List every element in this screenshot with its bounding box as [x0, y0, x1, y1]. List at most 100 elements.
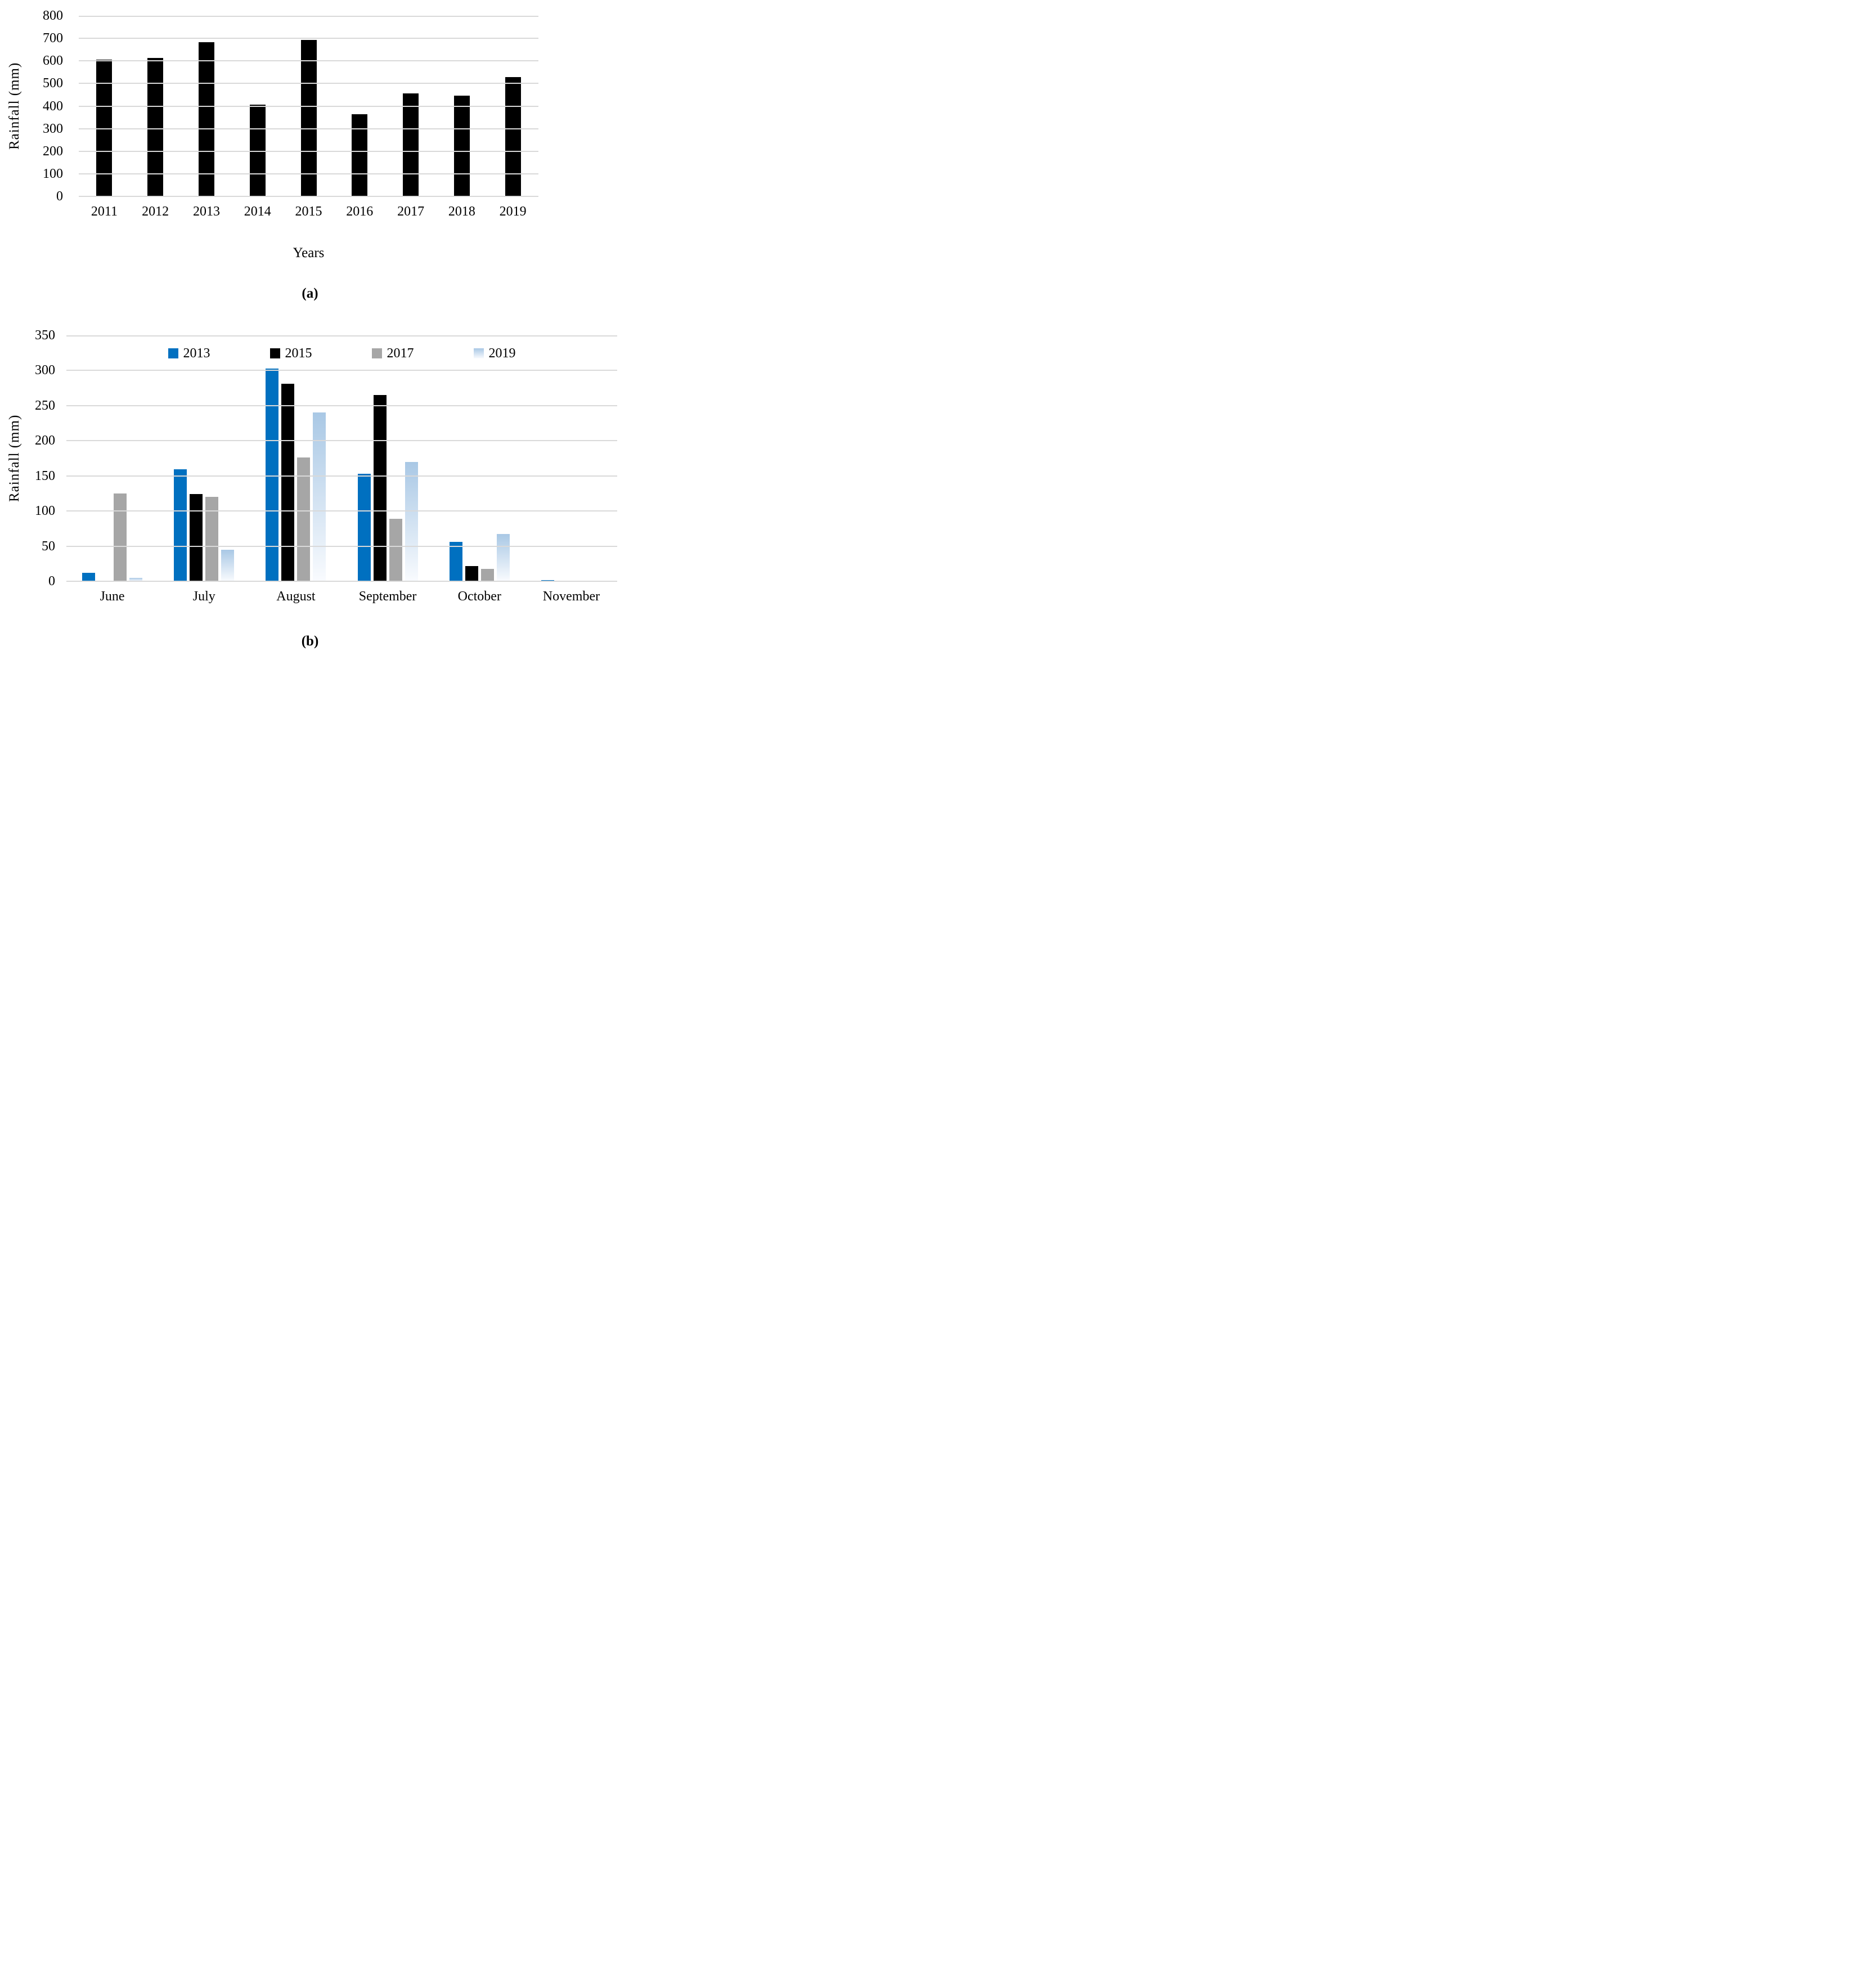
bar-annual-2015: [300, 40, 317, 196]
gridline-0: [66, 581, 617, 582]
bar-annual-2012: [147, 58, 164, 196]
gridline-200: [79, 151, 538, 152]
x-tick-label-2011: 2011: [91, 204, 118, 219]
year-slot-2016: 2016: [334, 16, 385, 218]
month-group-july: July: [158, 335, 250, 603]
bar-october-2013: [449, 542, 462, 581]
bar-july-2013: [174, 469, 187, 581]
y-tick-label-0: 0: [48, 574, 55, 589]
x-tick-label-november: November: [542, 589, 600, 604]
legend-swatch-2015: [269, 348, 280, 358]
year-slot-2018: 2018: [436, 16, 487, 218]
x-tick-label-september: September: [358, 589, 417, 604]
plot-area-b: June July August September October November 2…: [66, 335, 617, 603]
month-group-june: June: [66, 335, 158, 603]
bar-annual-2016: [352, 114, 368, 196]
legend-label-2013: 2013: [183, 346, 210, 361]
gridline-400: [79, 106, 538, 107]
y-tick-label-600: 600: [43, 53, 63, 69]
y-tick-label-500: 500: [43, 76, 63, 91]
bar-july-2017: [205, 497, 219, 581]
y-tick-label-300: 300: [43, 121, 63, 136]
y-tick-label-100: 100: [35, 504, 55, 519]
legend-item-2017: 2017: [371, 347, 414, 360]
bar-june-2017: [114, 493, 127, 581]
bar-june-2013: [82, 573, 96, 581]
year-slot-2017: 2017: [385, 16, 437, 218]
bar-annual-2018: [453, 96, 470, 196]
bar-annual-2017: [403, 93, 419, 196]
y-tick-label-400: 400: [43, 98, 63, 114]
bars-container-b: June July August September October November: [66, 335, 617, 603]
year-slot-2015: 2015: [283, 16, 334, 218]
gridline-100: [66, 510, 617, 511]
month-group-october: October: [434, 335, 525, 603]
bar-august-2013: [266, 369, 279, 581]
legend: 2013 2015 2017 2019: [66, 347, 617, 360]
y-tick-label-100: 100: [43, 166, 63, 181]
x-tick-label-2019: 2019: [499, 204, 527, 219]
legend-item-2013: 2013: [168, 347, 210, 360]
bar-annual-2013: [198, 42, 214, 196]
gridline-300: [79, 128, 538, 129]
bar-july-2015: [190, 494, 203, 581]
x-tick-label-2018: 2018: [448, 204, 475, 219]
gridline-250: [66, 405, 617, 406]
y-tick-label-800: 800: [43, 8, 63, 23]
y-tick-label-150: 150: [35, 468, 55, 483]
x-tick-label-october: October: [457, 589, 501, 604]
bar-september-2017: [389, 519, 402, 581]
x-tick-label-august: August: [276, 589, 316, 604]
year-slot-2013: 2013: [181, 16, 232, 218]
x-tick-label-2014: 2014: [244, 204, 271, 219]
x-axis-title-a: Years: [293, 245, 325, 261]
y-tick-label-350: 350: [35, 328, 55, 343]
bar-september-2015: [373, 395, 387, 581]
bar-annual-2014: [249, 105, 266, 196]
y-tick-label-200: 200: [43, 143, 63, 159]
legend-swatch-2017: [371, 348, 382, 358]
bar-august-2017: [297, 457, 311, 581]
y-tick-label-50: 50: [42, 538, 55, 554]
legend-item-2015: 2015: [269, 346, 312, 361]
y-tick-label-250: 250: [35, 398, 55, 413]
legend-swatch-2013: [168, 348, 178, 358]
gridline-800: [79, 16, 538, 17]
y-tick-label-0: 0: [56, 189, 63, 204]
gridline-50: [66, 546, 617, 547]
y-tick-label-700: 700: [43, 31, 63, 46]
x-tick-label-2012: 2012: [142, 204, 169, 219]
legend-label-2019: 2019: [488, 346, 516, 361]
gridline-300: [66, 370, 617, 371]
x-tick-label-2013: 2013: [192, 204, 220, 219]
month-group-september: September: [342, 335, 434, 603]
bar-august-2019: [313, 412, 326, 581]
month-group-august: August: [250, 335, 342, 603]
year-slot-2014: 2014: [232, 16, 283, 218]
plot-area-a: 2011 2012 2013 2014 2015 2016 2017 2018 2019: [79, 16, 538, 218]
bar-september-2019: [405, 462, 418, 581]
month-group-november: November: [525, 335, 617, 603]
bar-october-2015: [465, 566, 478, 581]
gridline-700: [79, 38, 538, 39]
bar-october-2017: [480, 569, 494, 581]
x-tick-label-2017: 2017: [397, 204, 425, 219]
gridline-600: [79, 60, 538, 61]
caption-b: (b): [301, 634, 319, 649]
y-tick-label-200: 200: [35, 433, 55, 448]
year-slot-2019: 2019: [487, 16, 538, 218]
y-tick-label-300: 300: [35, 363, 55, 378]
caption-a: (a): [302, 286, 318, 301]
gridline-150: [66, 475, 617, 477]
gridline-100: [79, 173, 538, 174]
bars-container-a: 2011 2012 2013 2014 2015 2016 2017 2018 2019: [79, 16, 538, 218]
x-tick-label-july: July: [192, 589, 215, 604]
bar-annual-2019: [505, 77, 521, 196]
x-tick-label-2015: 2015: [295, 204, 322, 219]
bar-september-2013: [357, 474, 371, 581]
legend-label-2015: 2015: [285, 346, 312, 361]
gridline-500: [79, 83, 538, 84]
panel-monthly-rainfall-chart: Rainfall (mm) June July August September Oct…: [0, 315, 620, 663]
panel-annual-rainfall-chart: Rainfall (mm) 2011 2012 2013 2014 2015 2016 20…: [0, 0, 620, 315]
x-tick-label-june: June: [100, 589, 125, 604]
